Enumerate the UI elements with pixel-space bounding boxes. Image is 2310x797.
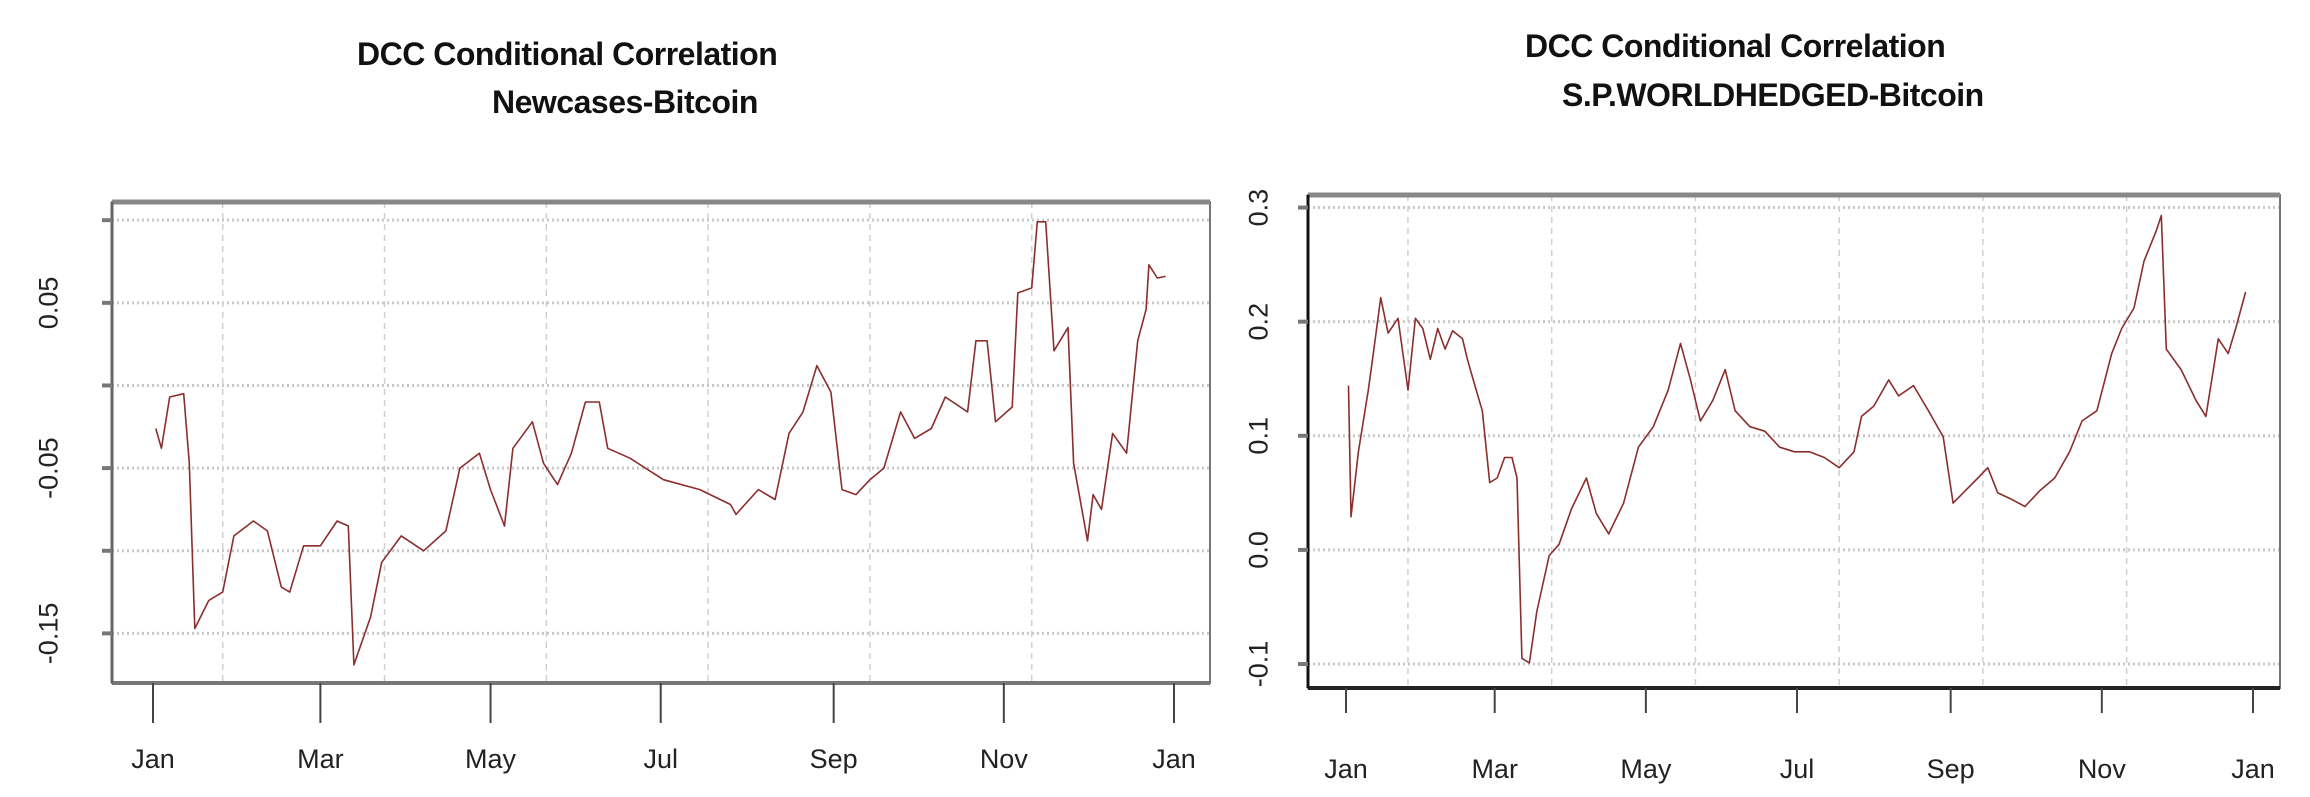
- right-x-tick-label: Sep: [1927, 754, 1975, 784]
- right-correlation-line: [1347, 214, 2247, 664]
- left-chart-title: DCC Conditional Correlation: [357, 36, 778, 72]
- right-plot-frame: [1307, 194, 2281, 689]
- right-x-tick-label: Mar: [1471, 754, 1518, 784]
- right-x-tick-label: Nov: [2078, 754, 2127, 784]
- right-x-tick-label: Jul: [1780, 754, 1815, 784]
- right-y-tick-label: 0.0: [1243, 531, 1273, 569]
- left-x-tick-label: May: [465, 744, 517, 774]
- left-y-tick-label: -0.05: [33, 437, 63, 499]
- left-chart-subtitle: Newcases-Bitcoin: [492, 84, 758, 120]
- left-x-tick-label: Nov: [980, 744, 1029, 774]
- right-y-tick-label: -0.1: [1243, 641, 1273, 688]
- left-x-tick-label: Sep: [810, 744, 858, 774]
- right-chart-subtitle: S.P.WORLDHEDGED-Bitcoin: [1562, 77, 1984, 113]
- left-correlation-line: [155, 221, 1166, 666]
- left-plot-frame: [111, 201, 1211, 684]
- right-y-tick-label: 0.3: [1243, 189, 1273, 227]
- right-y-tick-label: 0.2: [1243, 303, 1273, 341]
- left-x-tick-label: Jul: [643, 744, 678, 774]
- right-chart-title: DCC Conditional Correlation: [1525, 28, 1946, 64]
- left-x-tick-label: Jan: [1152, 744, 1196, 774]
- left-x-tick-label: Jan: [131, 744, 175, 774]
- right-x-tick-label: Jan: [1324, 754, 1368, 784]
- right-x-tick-label: May: [1620, 754, 1672, 784]
- left-y-tick-label: 0.05: [33, 277, 63, 330]
- right-y-tick-label: 0.1: [1243, 417, 1273, 455]
- left-x-tick-label: Mar: [297, 744, 344, 774]
- left-y-tick-label: -0.15: [33, 603, 63, 665]
- right-x-tick-label: Jan: [2231, 754, 2275, 784]
